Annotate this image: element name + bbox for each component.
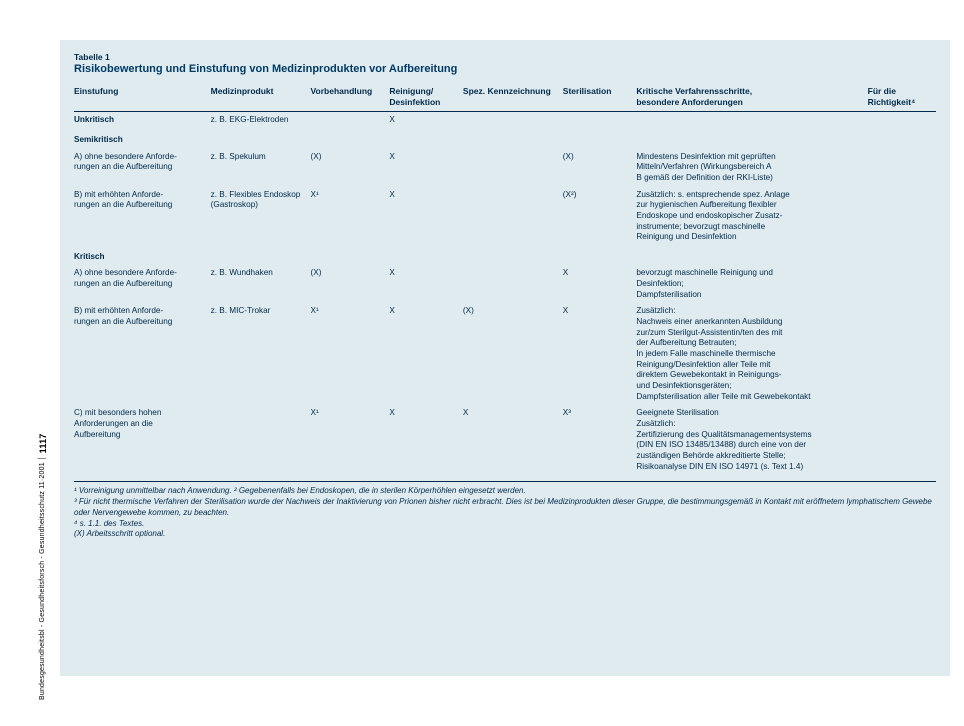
- cell-rd: X: [389, 112, 463, 129]
- cell-spez: X: [463, 405, 563, 475]
- cell-rd: X: [389, 303, 463, 405]
- cell-spez: [463, 112, 563, 129]
- row-semi-b: B) mit erhöhten Anforde- rungen an die A…: [74, 187, 936, 246]
- cell-rd: X: [389, 405, 463, 475]
- cell-empty: [868, 405, 936, 475]
- col-richtigkeit: Für die Richtigkeit⁴: [868, 83, 936, 112]
- cell-prod: [211, 405, 311, 475]
- row-unkritisch: Unkritisch z. B. EKG‑Elektroden X: [74, 112, 936, 129]
- footnote-2: ³ Für nicht thermische Verfahren der Ste…: [74, 497, 936, 519]
- cell-einst: A) ohne besondere Anforde- rungen an die…: [74, 149, 211, 187]
- cell-krit: Zusätzlich: Nachweis einer anerkannten A…: [636, 303, 867, 405]
- footnote-4: (X) Arbeitsschritt optional.: [74, 529, 936, 540]
- footnotes: ¹ Vorreinigung unmittelbar nach Anwendun…: [74, 481, 936, 540]
- row-kritisch-header: Kritisch: [74, 246, 936, 266]
- cell-prod: z. B. Flexibles Endoskop (Gastroskop): [211, 187, 311, 246]
- cell-empty: [868, 112, 936, 129]
- cell-prod: z. B. EKG‑Elektroden: [211, 112, 311, 129]
- separator-icon: │: [39, 455, 46, 460]
- row-kritisch-a: A) ohne besondere Anforde- rungen an die…: [74, 265, 936, 303]
- cell-empty: [868, 265, 936, 303]
- cell-rd: X: [389, 265, 463, 303]
- cell-spez: [463, 265, 563, 303]
- cell-krit: bevorzugt maschinelle Reinigung und Desi…: [636, 265, 867, 303]
- table-label: Tabelle 1: [74, 52, 936, 62]
- footnote-1: ¹ Vorreinigung unmittelbar nach Anwendun…: [74, 486, 936, 497]
- cell-prod: z. B. Wundhaken: [211, 265, 311, 303]
- cell-ster: [563, 112, 637, 129]
- cell-einst: C) mit besonders hohen Anforderungen an …: [74, 405, 211, 475]
- cell-spez: (X): [463, 303, 563, 405]
- cell-vor: X¹: [311, 303, 390, 405]
- cell-einst: A) ohne besondere Anforde- rungen an die…: [74, 265, 211, 303]
- cell-einst: B) mit erhöhten Anforde- rungen an die A…: [74, 303, 211, 405]
- cell-einst: B) mit erhöhten Anforde- rungen an die A…: [74, 187, 211, 246]
- col-medizinprodukt: Medizinprodukt: [211, 83, 311, 112]
- risk-table: Einstufung Medizinprodukt Vorbehandlung …: [74, 83, 936, 475]
- cell-krit: Zusätzlich: s. entsprechende spez. Anlag…: [636, 187, 867, 246]
- cell-empty: [868, 187, 936, 246]
- cell-spez: [463, 187, 563, 246]
- cell-krit: Mindestens Desinfektion mit geprüften Mi…: [636, 149, 867, 187]
- cell-vor: X¹: [311, 187, 390, 246]
- col-reinigung: Reinigung/ Desinfektion: [389, 83, 463, 112]
- col-einstufung: Einstufung: [74, 83, 211, 112]
- page-sidebar: Bundesgesundheitsbl - Gesundheitsforsch …: [38, 380, 50, 700]
- table-panel: Tabelle 1 Risikobewertung und Einstufung…: [60, 40, 950, 676]
- col-vorbehandlung: Vorbehandlung: [311, 83, 390, 112]
- col-kritische: Kritische Verfahrensschritte, besondere …: [636, 83, 867, 112]
- cell-empty: [868, 149, 936, 187]
- cell-ster: X: [563, 265, 637, 303]
- cell-krit: [636, 112, 867, 129]
- cell-ster: X: [563, 303, 637, 405]
- row-semi-header: Semikritisch: [74, 129, 936, 149]
- cell-ster: X³: [563, 405, 637, 475]
- header-row: Einstufung Medizinprodukt Vorbehandlung …: [74, 83, 936, 112]
- cell-empty: [868, 303, 936, 405]
- col-spez: Spez. Kennzeichnung: [463, 83, 563, 112]
- row-kritisch-c: C) mit besonders hohen Anforderungen an …: [74, 405, 936, 475]
- journal-name: Bundesgesundheitsbl - Gesundheitsforsch …: [39, 462, 46, 700]
- cell-einst: Unkritisch: [74, 112, 211, 129]
- cell-vor: X¹: [311, 405, 390, 475]
- cell-spez: [463, 149, 563, 187]
- row-semi-a: A) ohne besondere Anforde- rungen an die…: [74, 149, 936, 187]
- table-title: Risikobewertung und Einstufung von Mediz…: [74, 63, 936, 75]
- cell-prod: z. B. MIC‑Trokar: [211, 303, 311, 405]
- row-kritisch-b: B) mit erhöhten Anforde- rungen an die A…: [74, 303, 936, 405]
- cell-prod: z. B. Spekulum: [211, 149, 311, 187]
- col-sterilisation: Sterilisation: [563, 83, 637, 112]
- cell-rd: X: [389, 187, 463, 246]
- cell-krit: Geeignete Sterilisation Zusätzlich: Zert…: [636, 405, 867, 475]
- page-number: 1117: [38, 433, 48, 453]
- footnote-3: ⁴ s. 1.1. des Textes.: [74, 519, 936, 530]
- cell-rd: X: [389, 149, 463, 187]
- cell-vor: (X): [311, 149, 390, 187]
- cell-ster: (X²): [563, 187, 637, 246]
- cell-vor: (X): [311, 265, 390, 303]
- cell-vor: [311, 112, 390, 129]
- semi-label: Semikritisch: [74, 129, 936, 149]
- cell-ster: (X): [563, 149, 637, 187]
- kritisch-label: Kritisch: [74, 246, 936, 266]
